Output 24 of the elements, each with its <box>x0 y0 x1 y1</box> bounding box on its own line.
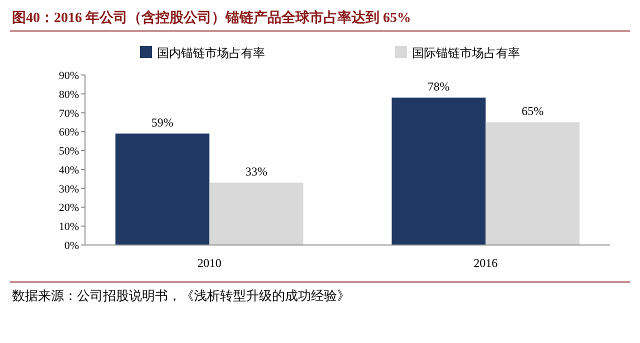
x-tick-label: 2016 <box>474 256 498 270</box>
x-tick-label: 2010 <box>197 256 222 270</box>
y-tick-label: 80% <box>58 88 79 101</box>
chart-title: 图40：2016 年公司（含控股公司）锚链产品全球市占率达到 65% <box>12 9 411 26</box>
y-tick-label: 0% <box>64 240 79 252</box>
bar <box>486 122 580 245</box>
bar <box>392 98 486 245</box>
y-tick-label: 70% <box>58 108 79 120</box>
legend-label: 国内锚链市场占有率 <box>157 46 265 60</box>
legend-label: 国际锚链市场占有率 <box>412 46 520 60</box>
y-tick-label: 20% <box>58 202 79 214</box>
data-label: 78% <box>428 80 450 94</box>
bar <box>209 182 304 245</box>
y-tick-label: 50% <box>58 146 79 158</box>
data-label: 65% <box>522 104 544 118</box>
y-tick-label: 60% <box>58 126 79 139</box>
y-tick-label: 90% <box>58 70 79 82</box>
data-label: 59% <box>151 116 174 130</box>
source-note: 数据来源：公司招股说明书，《浅析转型升级的成功经验》 <box>12 288 350 303</box>
y-tick-label: 10% <box>58 221 79 234</box>
bar <box>115 134 210 245</box>
y-tick-label: 30% <box>58 183 79 196</box>
data-label: 33% <box>245 164 268 179</box>
y-tick-label: 40% <box>58 164 79 176</box>
